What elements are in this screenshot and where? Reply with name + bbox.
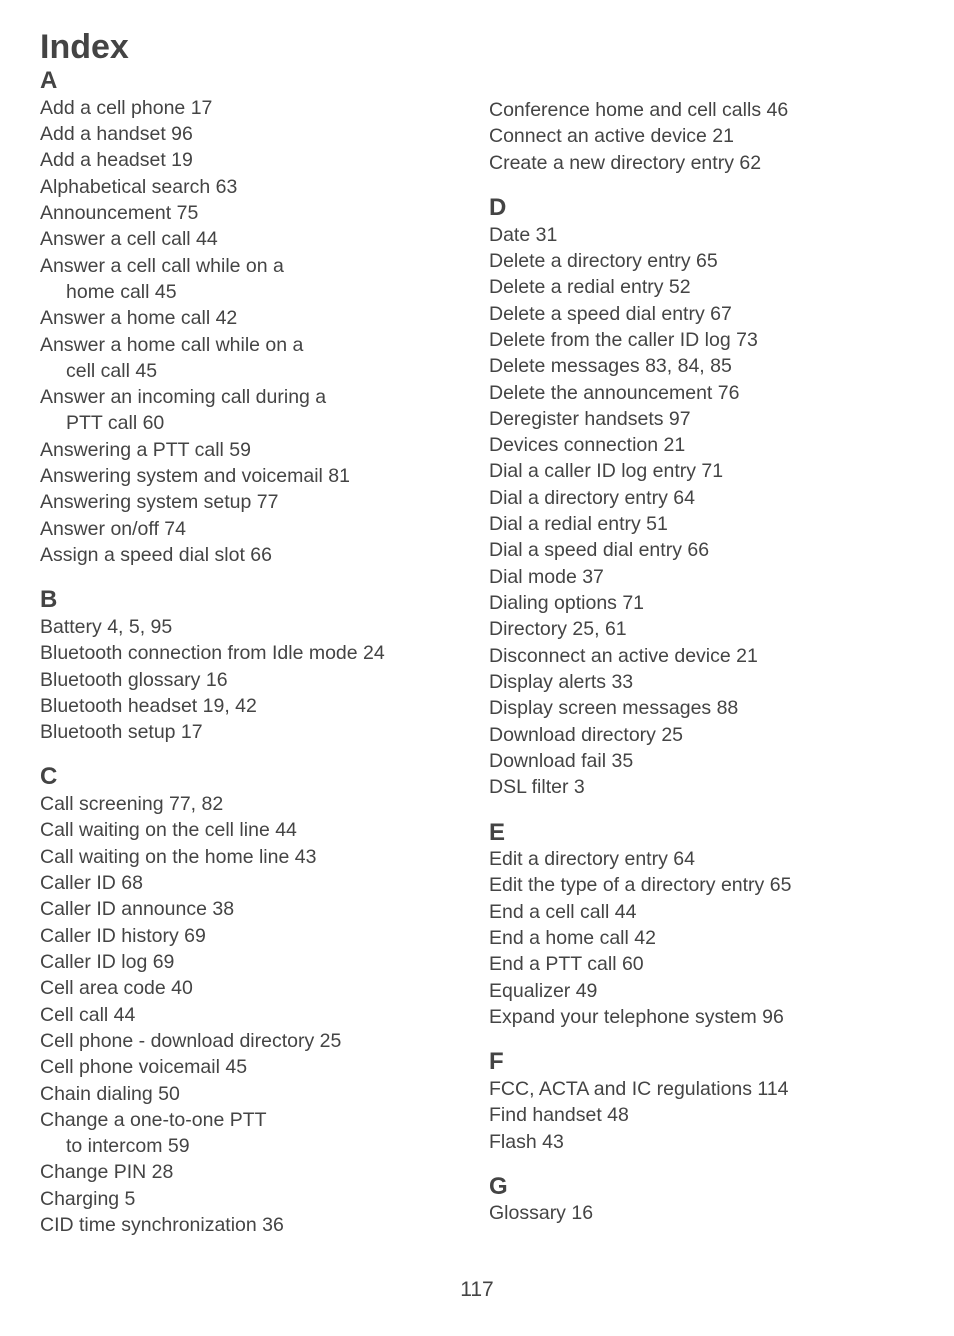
index-entry-continuation: cell call 45 bbox=[66, 358, 465, 384]
page-number: 117 bbox=[0, 1278, 954, 1302]
index-columns: A Add a cell phone 17 Add a handset 96 A… bbox=[40, 67, 914, 1238]
index-entry: Devices connection 21 bbox=[489, 432, 914, 458]
index-entry: Call waiting on the home line 43 bbox=[40, 844, 465, 870]
index-entry: Disconnect an active device 21 bbox=[489, 643, 914, 669]
index-entry: Find handset 48 bbox=[489, 1102, 914, 1128]
index-entry: Answering a PTT call 59 bbox=[40, 437, 465, 463]
index-entry: Cell area code 40 bbox=[40, 975, 465, 1001]
index-entry: Alphabetical search 63 bbox=[40, 174, 465, 200]
index-entry: Answer on/off 74 bbox=[40, 516, 465, 542]
index-entry: Delete a redial entry 52 bbox=[489, 274, 914, 300]
index-entry: Dial a redial entry 51 bbox=[489, 511, 914, 537]
index-entry: Dial a speed dial entry 66 bbox=[489, 537, 914, 563]
section-letter-g: G bbox=[489, 1173, 914, 1201]
index-entry: Cell call 44 bbox=[40, 1002, 465, 1028]
index-entry: Caller ID log 69 bbox=[40, 949, 465, 975]
index-entry: Delete messages 83, 84, 85 bbox=[489, 353, 914, 379]
index-entry: Cell phone - download directory 25 bbox=[40, 1028, 465, 1054]
index-entry: Bluetooth headset 19, 42 bbox=[40, 693, 465, 719]
section-letter-c: C bbox=[40, 763, 465, 791]
index-entry: End a cell call 44 bbox=[489, 899, 914, 925]
index-entry: Display alerts 33 bbox=[489, 669, 914, 695]
index-entry: Download fail 35 bbox=[489, 748, 914, 774]
index-entry: Chain dialing 50 bbox=[40, 1081, 465, 1107]
page-title: Index bbox=[40, 28, 914, 67]
index-entry: Cell phone voicemail 45 bbox=[40, 1054, 465, 1080]
index-entry: Delete from the caller ID log 73 bbox=[489, 327, 914, 353]
index-entry-continuation: home call 45 bbox=[66, 279, 465, 305]
index-entry: Flash 43 bbox=[489, 1129, 914, 1155]
index-entry: Glossary 16 bbox=[489, 1200, 914, 1226]
section-letter-f: F bbox=[489, 1048, 914, 1076]
index-entry: Dial a directory entry 64 bbox=[489, 485, 914, 511]
index-entry: Announcement 75 bbox=[40, 200, 465, 226]
index-entry: CID time synchronization 36 bbox=[40, 1212, 465, 1238]
index-entry: Download directory 25 bbox=[489, 722, 914, 748]
index-page: Index A Add a cell phone 17 Add a handse… bbox=[0, 0, 954, 1336]
index-entry: Bluetooth setup 17 bbox=[40, 719, 465, 745]
index-entry: End a home call 42 bbox=[489, 925, 914, 951]
index-entry: Add a cell phone 17 bbox=[40, 95, 465, 121]
index-entry: Caller ID history 69 bbox=[40, 923, 465, 949]
index-entry: Dial a caller ID log entry 71 bbox=[489, 458, 914, 484]
index-entry: Create a new directory entry 62 bbox=[489, 150, 914, 176]
index-entry: Conference home and cell calls 46 bbox=[489, 97, 914, 123]
index-entry: Answering system setup 77 bbox=[40, 489, 465, 515]
index-entry: Answer an incoming call during a bbox=[40, 384, 465, 410]
index-entry: Add a handset 96 bbox=[40, 121, 465, 147]
index-entry: Expand your telephone system 96 bbox=[489, 1004, 914, 1030]
index-entry: Display screen messages 88 bbox=[489, 695, 914, 721]
index-entry: Dial mode 37 bbox=[489, 564, 914, 590]
index-entry: Call screening 77, 82 bbox=[40, 791, 465, 817]
index-entry: DSL filter 3 bbox=[489, 774, 914, 800]
index-entry: Caller ID announce 38 bbox=[40, 896, 465, 922]
index-entry: Answer a cell call while on a bbox=[40, 253, 465, 279]
index-entry: Caller ID 68 bbox=[40, 870, 465, 896]
section-letter-e: E bbox=[489, 819, 914, 847]
index-entry: Call waiting on the cell line 44 bbox=[40, 817, 465, 843]
section-letter-b: B bbox=[40, 586, 465, 614]
index-entry: Directory 25, 61 bbox=[489, 616, 914, 642]
index-entry-continuation: to intercom 59 bbox=[66, 1133, 465, 1159]
index-entry: Deregister handsets 97 bbox=[489, 406, 914, 432]
index-entry: Date 31 bbox=[489, 222, 914, 248]
index-entry: Dialing options 71 bbox=[489, 590, 914, 616]
index-entry: Edit the type of a directory entry 65 bbox=[489, 872, 914, 898]
index-entry: Bluetooth connection from Idle mode 24 bbox=[40, 640, 465, 666]
index-entry: Connect an active device 21 bbox=[489, 123, 914, 149]
section-letter-a: A bbox=[40, 67, 465, 95]
index-entry: Answer a home call 42 bbox=[40, 305, 465, 331]
index-entry: Edit a directory entry 64 bbox=[489, 846, 914, 872]
index-entry: FCC, ACTA and IC regulations 114 bbox=[489, 1076, 914, 1102]
right-column: Conference home and cell calls 46 Connec… bbox=[489, 67, 914, 1238]
index-entry: End a PTT call 60 bbox=[489, 951, 914, 977]
index-entry: Assign a speed dial slot 66 bbox=[40, 542, 465, 568]
index-entry: Answer a cell call 44 bbox=[40, 226, 465, 252]
index-entry: Change PIN 28 bbox=[40, 1159, 465, 1185]
left-column: A Add a cell phone 17 Add a handset 96 A… bbox=[40, 67, 465, 1238]
index-entry: Change a one-to-one PTT bbox=[40, 1107, 465, 1133]
index-entry: Delete the announcement 76 bbox=[489, 380, 914, 406]
index-entry-continuation: PTT call 60 bbox=[66, 410, 465, 436]
index-entry: Battery 4, 5, 95 bbox=[40, 614, 465, 640]
index-entry: Delete a directory entry 65 bbox=[489, 248, 914, 274]
index-entry: Answering system and voicemail 81 bbox=[40, 463, 465, 489]
index-entry: Add a headset 19 bbox=[40, 147, 465, 173]
index-entry: Answer a home call while on a bbox=[40, 332, 465, 358]
section-letter-d: D bbox=[489, 194, 914, 222]
index-entry: Bluetooth glossary 16 bbox=[40, 667, 465, 693]
index-entry: Delete a speed dial entry 67 bbox=[489, 301, 914, 327]
index-entry: Equalizer 49 bbox=[489, 978, 914, 1004]
index-entry: Charging 5 bbox=[40, 1186, 465, 1212]
